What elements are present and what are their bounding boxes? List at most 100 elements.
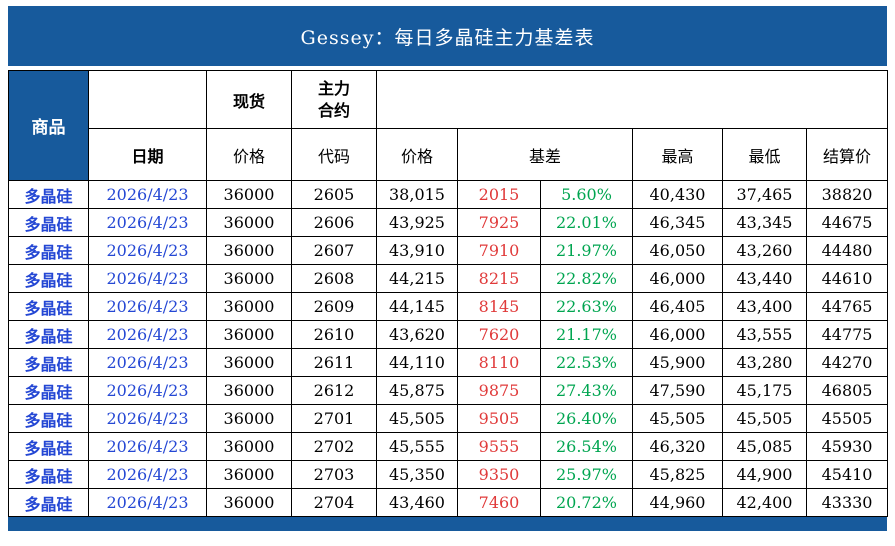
cell-contract-code: 2611	[291, 348, 377, 377]
cell-commodity: 多晶硅	[8, 208, 89, 237]
cell-high: 46,000	[632, 264, 723, 293]
cell-basis: 8110	[457, 348, 541, 377]
cell-settlement: 45410	[805, 460, 889, 489]
cell-basis: 8145	[457, 292, 541, 321]
cell-commodity: 多晶硅	[8, 264, 89, 293]
cell-low: 44,900	[722, 460, 807, 489]
cell-price: 45,555	[376, 432, 458, 461]
cell-basis-pct: 22.01%	[540, 208, 633, 237]
cell-basis: 7460	[457, 488, 541, 517]
cell-price: 44,215	[376, 264, 458, 293]
table-row: 多晶硅 2026/4/23 36000 2701 45,505 9505 26.40% 45,…	[8, 404, 889, 433]
cell-commodity: 多晶硅	[8, 236, 89, 265]
cell-commodity: 多晶硅	[8, 320, 89, 349]
cell-spot-price: 36000	[206, 460, 292, 489]
cell-spot-price: 36000	[206, 208, 292, 237]
header-spot: 现货	[206, 70, 292, 129]
cell-price: 43,910	[376, 236, 458, 265]
cell-settlement: 43330	[805, 488, 889, 517]
table-row: 多晶硅 2026/4/23 36000 2610 43,620 7620 21.17% 46,…	[8, 320, 889, 349]
header-main-contract: 主力 合约	[291, 70, 377, 129]
cell-contract-code: 2702	[291, 432, 377, 461]
cell-spot-price: 36000	[206, 376, 292, 405]
cell-date: 2026/4/23	[88, 264, 207, 293]
cell-settlement: 45505	[805, 404, 889, 433]
cell-date: 2026/4/23	[88, 460, 207, 489]
cell-commodity: 多晶硅	[8, 348, 89, 377]
cell-commodity: 多晶硅	[8, 404, 89, 433]
cell-spot-price: 36000	[206, 348, 292, 377]
cell-settlement: 44675	[805, 208, 889, 237]
cell-commodity: 多晶硅	[8, 180, 89, 209]
cell-date: 2026/4/23	[88, 348, 207, 377]
cell-basis-pct: 22.63%	[540, 292, 633, 321]
cell-commodity: 多晶硅	[8, 432, 89, 461]
cell-basis-pct: 25.97%	[540, 460, 633, 489]
table-body: 多晶硅 2026/4/23 36000 2605 38,015 2015 5.60% 40,4…	[8, 180, 889, 517]
table-row: 多晶硅 2026/4/23 36000 2612 45,875 9875 27.43% 47,…	[8, 376, 889, 405]
cell-price: 44,110	[376, 348, 458, 377]
cell-date: 2026/4/23	[88, 208, 207, 237]
cell-high: 46,345	[632, 208, 723, 237]
header-low: 最低	[722, 128, 807, 181]
table-row: 多晶硅 2026/4/23 36000 2609 44,145 8145 22.63% 46,…	[8, 292, 889, 321]
cell-basis: 2015	[457, 180, 541, 209]
cell-spot-price: 36000	[206, 264, 292, 293]
cell-date: 2026/4/23	[88, 320, 207, 349]
cell-settlement: 46805	[805, 376, 889, 405]
cell-commodity: 多晶硅	[8, 292, 89, 321]
cell-high: 46,320	[632, 432, 723, 461]
table-row: 多晶硅 2026/4/23 36000 2605 38,015 2015 5.60% 40,4…	[8, 180, 889, 209]
cell-basis-pct: 22.53%	[540, 348, 633, 377]
cell-low: 37,465	[722, 180, 807, 209]
cell-basis: 7620	[457, 320, 541, 349]
cell-settlement: 44610	[805, 264, 889, 293]
cell-low: 43,345	[722, 208, 807, 237]
cell-settlement: 44270	[805, 348, 889, 377]
cell-commodity: 多晶硅	[8, 376, 89, 405]
cell-commodity: 多晶硅	[8, 460, 89, 489]
cell-price: 45,505	[376, 404, 458, 433]
cell-high: 46,000	[632, 320, 723, 349]
cell-basis: 8215	[457, 264, 541, 293]
header-blank-above-date	[88, 70, 207, 129]
table-row: 多晶硅 2026/4/23 36000 2607 43,910 7910 21.97% 46,…	[8, 236, 889, 265]
table-row: 多晶硅 2026/4/23 36000 2704 43,460 7460 20.72% 44,…	[8, 488, 889, 517]
cell-date: 2026/4/23	[88, 488, 207, 517]
cell-low: 43,260	[722, 236, 807, 265]
header-date: 日期	[88, 128, 207, 181]
table-row: 多晶硅 2026/4/23 36000 2702 45,555 9555 26.54% 46,…	[8, 432, 889, 461]
cell-price: 43,460	[376, 488, 458, 517]
cell-basis-pct: 21.97%	[540, 236, 633, 265]
cell-high: 47,590	[632, 376, 723, 405]
cell-date: 2026/4/23	[88, 292, 207, 321]
cell-date: 2026/4/23	[88, 376, 207, 405]
cell-date: 2026/4/23	[88, 180, 207, 209]
cell-low: 45,085	[722, 432, 807, 461]
header-commodity: 商品	[8, 70, 89, 181]
page-title: Gessey：每日多晶硅主力基差表	[300, 26, 595, 49]
cell-commodity: 多晶硅	[8, 488, 89, 517]
cell-settlement: 44480	[805, 236, 889, 265]
cell-low: 43,400	[722, 292, 807, 321]
cell-high: 46,050	[632, 236, 723, 265]
cell-price: 43,620	[376, 320, 458, 349]
cell-contract-code: 2703	[291, 460, 377, 489]
cell-low: 45,505	[722, 404, 807, 433]
cell-contract-code: 2607	[291, 236, 377, 265]
cell-low: 43,555	[722, 320, 807, 349]
table-header: 商品 现货 主力 合约 日期 价格 代码 价格 基差 最高 最低 结算价	[8, 70, 889, 181]
header-row-2: 日期 价格 代码 价格 基差 最高 最低 结算价	[9, 128, 889, 181]
cell-basis-pct: 20.72%	[540, 488, 633, 517]
cell-settlement: 38820	[805, 180, 889, 209]
cell-basis-pct: 22.82%	[540, 264, 633, 293]
cell-basis: 9875	[457, 376, 541, 405]
header-basis: 基差	[457, 128, 633, 181]
cell-contract-code: 2608	[291, 264, 377, 293]
header-high: 最高	[632, 128, 723, 181]
cell-high: 46,405	[632, 292, 723, 321]
cell-spot-price: 36000	[206, 180, 292, 209]
cell-date: 2026/4/23	[88, 404, 207, 433]
table-row: 多晶硅 2026/4/23 36000 2606 43,925 7925 22.01% 46,…	[8, 208, 889, 237]
